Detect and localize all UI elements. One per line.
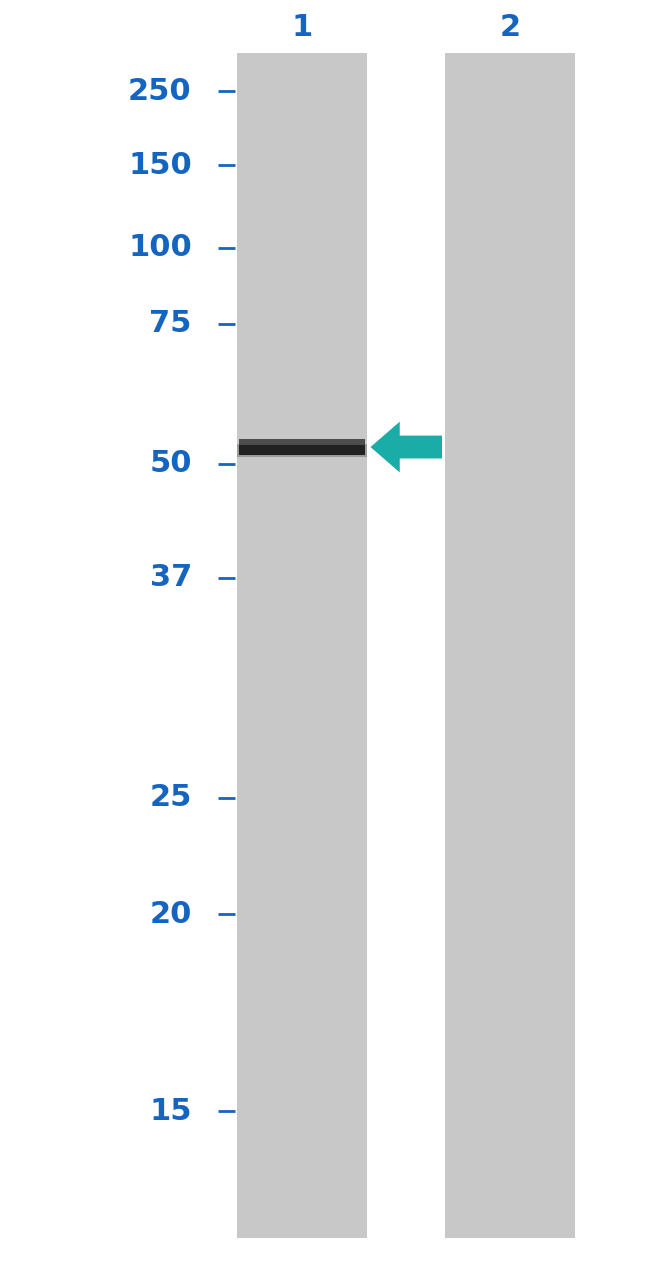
- Text: 1: 1: [292, 14, 313, 42]
- Bar: [239, 439, 365, 455]
- Text: 75: 75: [150, 310, 192, 338]
- Polygon shape: [370, 422, 442, 472]
- Text: 50: 50: [150, 450, 192, 478]
- Bar: [237, 53, 367, 1238]
- Text: 25: 25: [150, 784, 192, 812]
- Text: 20: 20: [150, 900, 192, 928]
- Text: 100: 100: [128, 234, 192, 262]
- Text: 37: 37: [150, 564, 192, 592]
- Text: 2: 2: [500, 14, 521, 42]
- Bar: [239, 439, 365, 444]
- Text: 250: 250: [128, 77, 192, 105]
- Text: 15: 15: [150, 1097, 192, 1125]
- Text: 150: 150: [128, 151, 192, 179]
- Bar: [237, 443, 367, 457]
- Bar: [445, 53, 575, 1238]
